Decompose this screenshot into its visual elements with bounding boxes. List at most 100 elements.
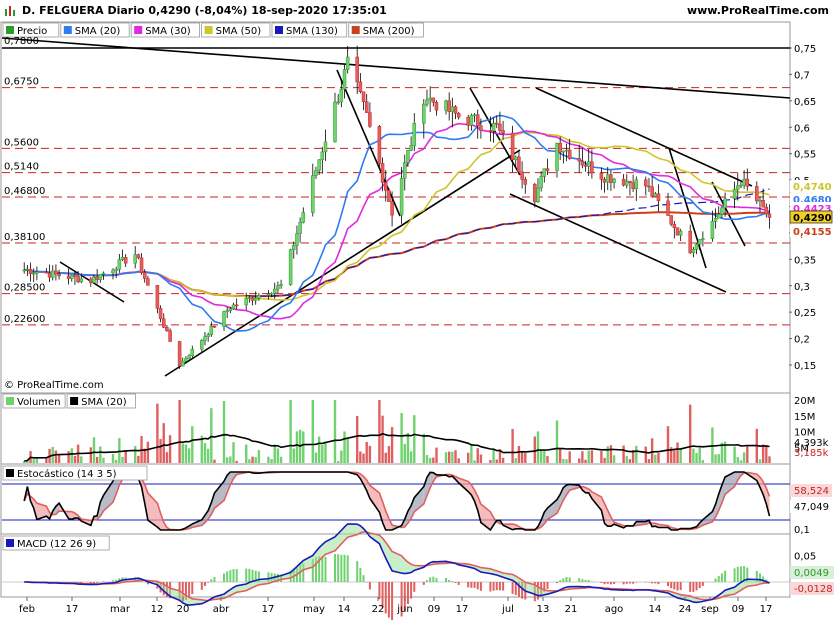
volume-bar xyxy=(736,457,739,463)
volume-bar xyxy=(758,459,762,463)
macd-hist-bar xyxy=(257,571,260,582)
macd-hist-bar xyxy=(546,582,549,589)
candle-body xyxy=(387,190,391,202)
macd-hist-bar xyxy=(695,582,698,591)
volume-bar xyxy=(378,400,381,463)
volume-bar xyxy=(267,456,270,463)
candle-body xyxy=(35,271,39,274)
legend-label: SMA (50) xyxy=(216,26,262,37)
volume-bar xyxy=(628,459,632,463)
volume-bar xyxy=(473,460,476,463)
stoch-fill-segment xyxy=(563,485,567,501)
volume-bar xyxy=(679,447,682,463)
volume-bar xyxy=(276,448,280,463)
candle-body xyxy=(450,106,455,112)
candle-body xyxy=(25,269,30,271)
chart-type-icon[interactable] xyxy=(4,5,17,17)
macd-hist-bar xyxy=(248,568,251,582)
macd-hist-bar xyxy=(603,582,606,585)
trend-line-channel-top xyxy=(535,87,753,187)
volume-bar xyxy=(765,445,768,463)
volume-bar xyxy=(578,458,581,463)
macd-hist-bar xyxy=(498,582,501,591)
candle-body xyxy=(22,269,26,272)
candle-body xyxy=(564,149,569,152)
volume-bar xyxy=(134,446,137,463)
site-link[interactable]: www.ProRealTime.com xyxy=(686,4,829,17)
volume-bar xyxy=(210,408,213,463)
macd-hist-bar xyxy=(400,582,403,617)
volume-bar xyxy=(581,451,584,463)
macd-hist-bar xyxy=(470,582,473,588)
macd-tick-label: 0,05 xyxy=(794,552,816,563)
legend-box xyxy=(66,393,136,409)
volume-bar xyxy=(159,439,162,463)
macd-hist-bar xyxy=(467,582,470,588)
candle-body xyxy=(434,102,439,111)
legend-swatch xyxy=(204,26,213,34)
stoch-fill-segment xyxy=(68,511,72,520)
volume-bar xyxy=(45,457,48,463)
stoch-fill-segment xyxy=(607,510,611,527)
macd-hist-bar xyxy=(689,582,692,592)
volume-bar xyxy=(368,445,372,463)
x-tick-label: 12 xyxy=(151,604,164,615)
candle-body xyxy=(244,298,248,306)
volume-bar xyxy=(717,454,720,463)
macd-hist-bar xyxy=(743,566,746,582)
volume-bar xyxy=(413,415,416,463)
candle-body xyxy=(54,270,58,275)
x-tick-label: sep xyxy=(701,604,719,615)
macd-hist-bar xyxy=(445,577,447,582)
sma-200-line xyxy=(24,211,770,298)
volume-bar xyxy=(156,403,159,463)
candle-body xyxy=(206,334,210,338)
macd-hist-bar xyxy=(568,577,571,582)
macd-hist-bar xyxy=(410,582,413,599)
candle-body xyxy=(57,273,61,277)
candle-body xyxy=(675,227,680,236)
candle-body xyxy=(710,220,715,239)
volume-bar xyxy=(314,452,318,463)
candle-body xyxy=(158,308,163,320)
volume-bar xyxy=(536,431,540,463)
legend-box xyxy=(201,22,271,38)
candle-body xyxy=(133,254,137,264)
candle-body xyxy=(517,156,521,173)
volume-axis: 20M 15M 10M 5M xyxy=(794,396,815,454)
candle-body xyxy=(111,269,115,274)
volume-bar xyxy=(695,452,698,463)
level-label: 0,38100 xyxy=(4,232,45,243)
candle-body xyxy=(716,214,721,219)
price-tick-label: 0,2 xyxy=(794,335,810,346)
candle-body xyxy=(498,123,502,131)
volume-bar xyxy=(102,457,105,463)
candle-body xyxy=(361,91,366,103)
macd-hist-bar xyxy=(733,568,736,582)
volume-bar xyxy=(35,457,39,463)
macd-hist-bar xyxy=(562,578,565,582)
macd-hist-bar xyxy=(210,579,213,582)
candle-body xyxy=(697,239,702,245)
macd-hist-bar xyxy=(302,563,305,582)
macd-hist-bar xyxy=(609,582,612,585)
volume-bar xyxy=(317,436,321,463)
sma-50-line xyxy=(24,131,770,301)
volume-tick-label: 5M xyxy=(794,443,809,454)
macd-hist-bar xyxy=(521,582,524,599)
volume-bar xyxy=(178,400,181,463)
volume-bar xyxy=(165,452,169,463)
candle-body xyxy=(580,160,585,166)
candle-body xyxy=(701,238,705,240)
x-tick-label: 17 xyxy=(66,604,79,615)
level-label: 0,28500 xyxy=(4,283,45,294)
level-label: 0,22600 xyxy=(4,314,45,325)
price-tag: 0,4740 xyxy=(793,182,832,193)
macd-hist-bar xyxy=(600,582,603,583)
price-tag: 0,4680 xyxy=(793,195,832,206)
volume-tick-label: 10M xyxy=(794,428,815,439)
candle-body xyxy=(605,174,610,183)
candle-body xyxy=(577,158,581,162)
candle-body xyxy=(298,222,302,234)
